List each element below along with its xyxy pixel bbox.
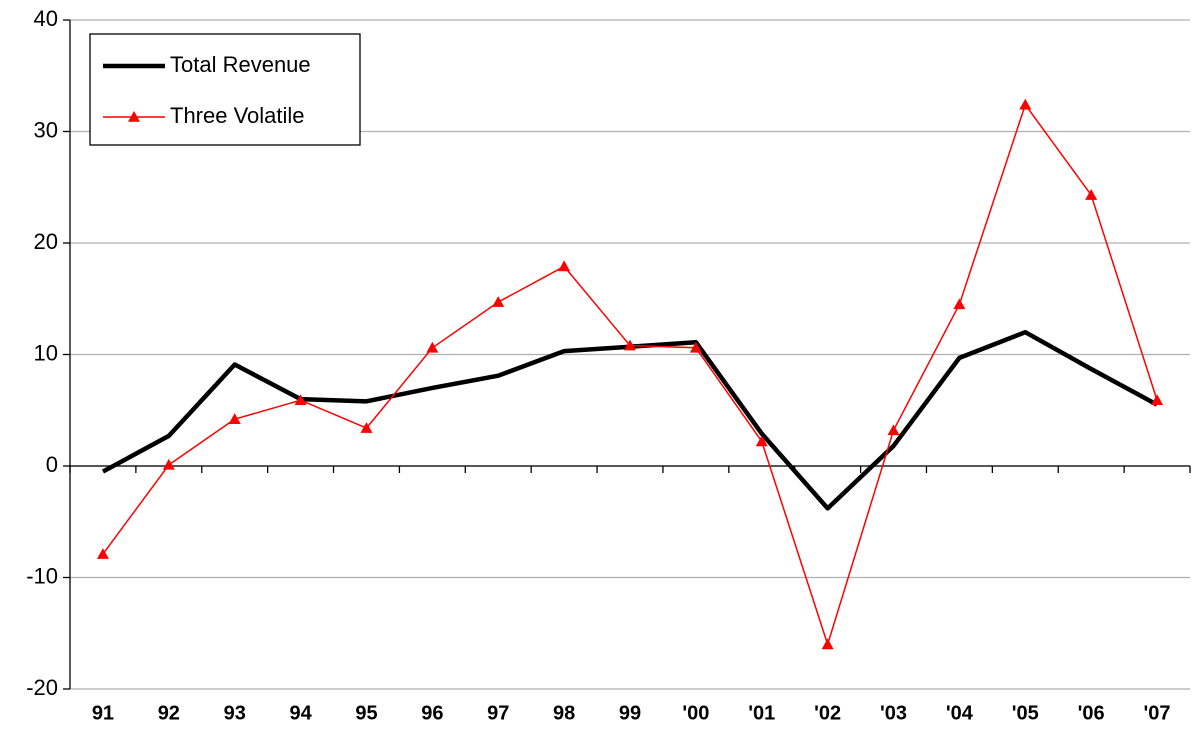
marker [821, 638, 834, 650]
legend-marker [128, 111, 140, 122]
marker [96, 548, 109, 559]
marker [228, 413, 241, 424]
y-tick-label: -10 [26, 563, 58, 588]
x-tick-label: 94 [289, 702, 312, 724]
y-tick-label: 30 [34, 117, 58, 142]
y-tick-label: 0 [46, 452, 58, 477]
marker [624, 339, 636, 351]
marker [426, 341, 439, 353]
marker [162, 458, 175, 470]
x-tick-label: '00 [682, 702, 709, 724]
x-tick-label: '01 [748, 702, 775, 724]
x-tick-label: '04 [946, 702, 974, 724]
series-line [102, 103, 1158, 646]
y-tick-label: 20 [34, 229, 58, 254]
legend-label: Three Volatile [170, 103, 305, 128]
marker [360, 422, 373, 433]
marker [1151, 394, 1164, 406]
x-tick-label: 98 [553, 702, 575, 724]
marker [1019, 98, 1032, 110]
x-tick-label: '06 [1078, 702, 1105, 724]
x-tick-label: 97 [487, 702, 509, 724]
y-tick-label: 10 [34, 340, 58, 365]
x-tick-label: 91 [92, 702, 114, 724]
marker [953, 298, 966, 310]
marker [558, 260, 571, 272]
marker [1085, 189, 1098, 200]
marker [887, 424, 900, 436]
legend-box [89, 33, 361, 146]
x-tick-label: 96 [421, 702, 443, 724]
x-tick-label: '05 [1012, 702, 1039, 724]
x-tick-label: 92 [158, 702, 180, 724]
y-tick-label: -20 [26, 675, 58, 700]
marker [689, 341, 702, 353]
x-tick-label: '07 [1144, 702, 1171, 724]
x-tick-label: '03 [880, 702, 907, 724]
legend-label: Total Revenue [170, 52, 311, 77]
marker [294, 394, 307, 406]
y-tick-label: 40 [34, 6, 58, 31]
x-tick-label: '02 [814, 702, 841, 724]
x-tick-label: 95 [355, 702, 377, 724]
x-tick-label: 93 [224, 702, 246, 724]
marker [492, 296, 505, 307]
x-tick-label: 99 [619, 702, 641, 724]
series-line [101, 329, 1159, 511]
marker [755, 435, 768, 447]
